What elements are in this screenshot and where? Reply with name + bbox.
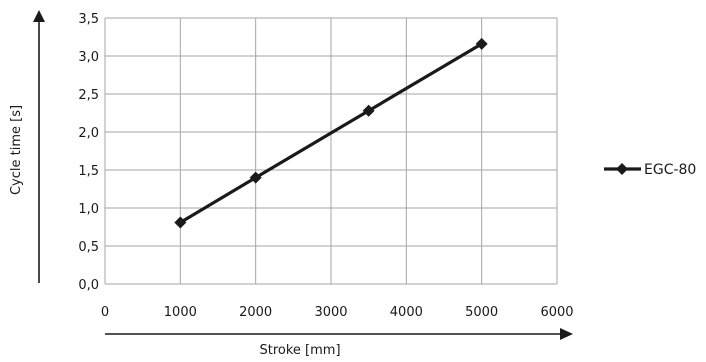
- y-tick-label: 2,5: [78, 88, 99, 103]
- y-tick-label: 0,0: [78, 278, 99, 293]
- y-axis-arrowhead: [33, 10, 45, 22]
- y-axis-title: Cycle time [s]: [9, 105, 24, 195]
- y-tick-label: 1,0: [78, 202, 99, 217]
- data-point-marker: [362, 104, 375, 117]
- grid: [104, 17, 558, 285]
- series: [174, 37, 488, 229]
- x-tick-label: 4000: [390, 305, 423, 320]
- legend-label: EGC-80: [644, 162, 696, 178]
- legend: EGC-80: [604, 162, 696, 178]
- y-tick-label: 3,5: [78, 12, 99, 27]
- data-point-marker: [249, 171, 262, 184]
- x-tick-label: 3000: [314, 305, 347, 320]
- y-tick-label: 0,5: [78, 240, 99, 255]
- y-tick-label: 2,0: [78, 126, 99, 141]
- data-point-marker: [174, 216, 187, 229]
- series-line: [179, 42, 483, 224]
- y-tick-label: 3,0: [78, 50, 99, 65]
- x-tick-label: 2000: [239, 305, 272, 320]
- x-axis-title: Stroke [mm]: [259, 343, 340, 358]
- legend-marker: [616, 163, 628, 175]
- x-tick-label: 1000: [164, 305, 197, 320]
- x-tick-label: 0: [101, 305, 109, 320]
- y-tick-label: 1,5: [78, 164, 99, 179]
- x-tick-label: 6000: [540, 305, 573, 320]
- x-axis-arrowhead: [560, 328, 573, 340]
- data-point-marker: [475, 37, 488, 50]
- axes: 0,0 0,5 1,0 1,5 2,0 2,5 3,0 3,5 0 1000 2000 3000 400…: [33, 10, 574, 340]
- x-tick-label: 5000: [465, 305, 498, 320]
